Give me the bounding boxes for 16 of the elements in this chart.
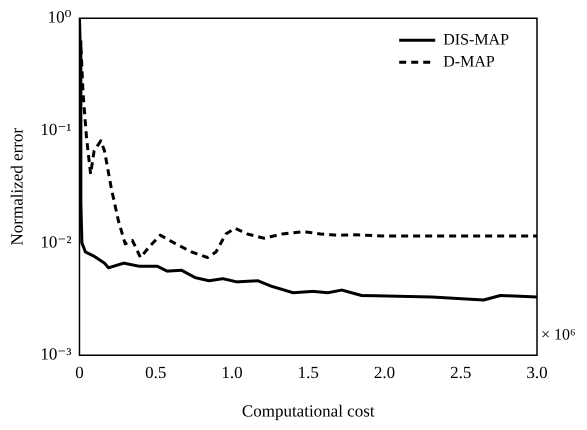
y-tick-label: 10⁻³	[40, 344, 72, 364]
y-tick-label: 10⁰	[48, 8, 72, 27]
text: × 10⁶	[541, 326, 576, 344]
x-tick-label: 0.5	[145, 362, 166, 382]
y-tick-label: 10⁻¹	[40, 120, 72, 139]
x-tick-label: 2.5	[450, 362, 472, 382]
legend-label: D-MAP	[443, 53, 495, 70]
x-tick-label: 2.0	[374, 362, 396, 382]
legend-label: DIS-MAP	[443, 31, 510, 48]
x-tick-label: 1.0	[221, 362, 243, 382]
y-axis-title: Normalized error	[8, 128, 27, 246]
x-tick-label: 0	[75, 362, 84, 382]
y-tick-label: 10⁻²	[40, 232, 72, 252]
x-axis-title: Computational cost	[242, 401, 375, 420]
x-tick-label: 3.0	[526, 362, 548, 382]
x-tick-label: 1.5	[298, 362, 319, 382]
